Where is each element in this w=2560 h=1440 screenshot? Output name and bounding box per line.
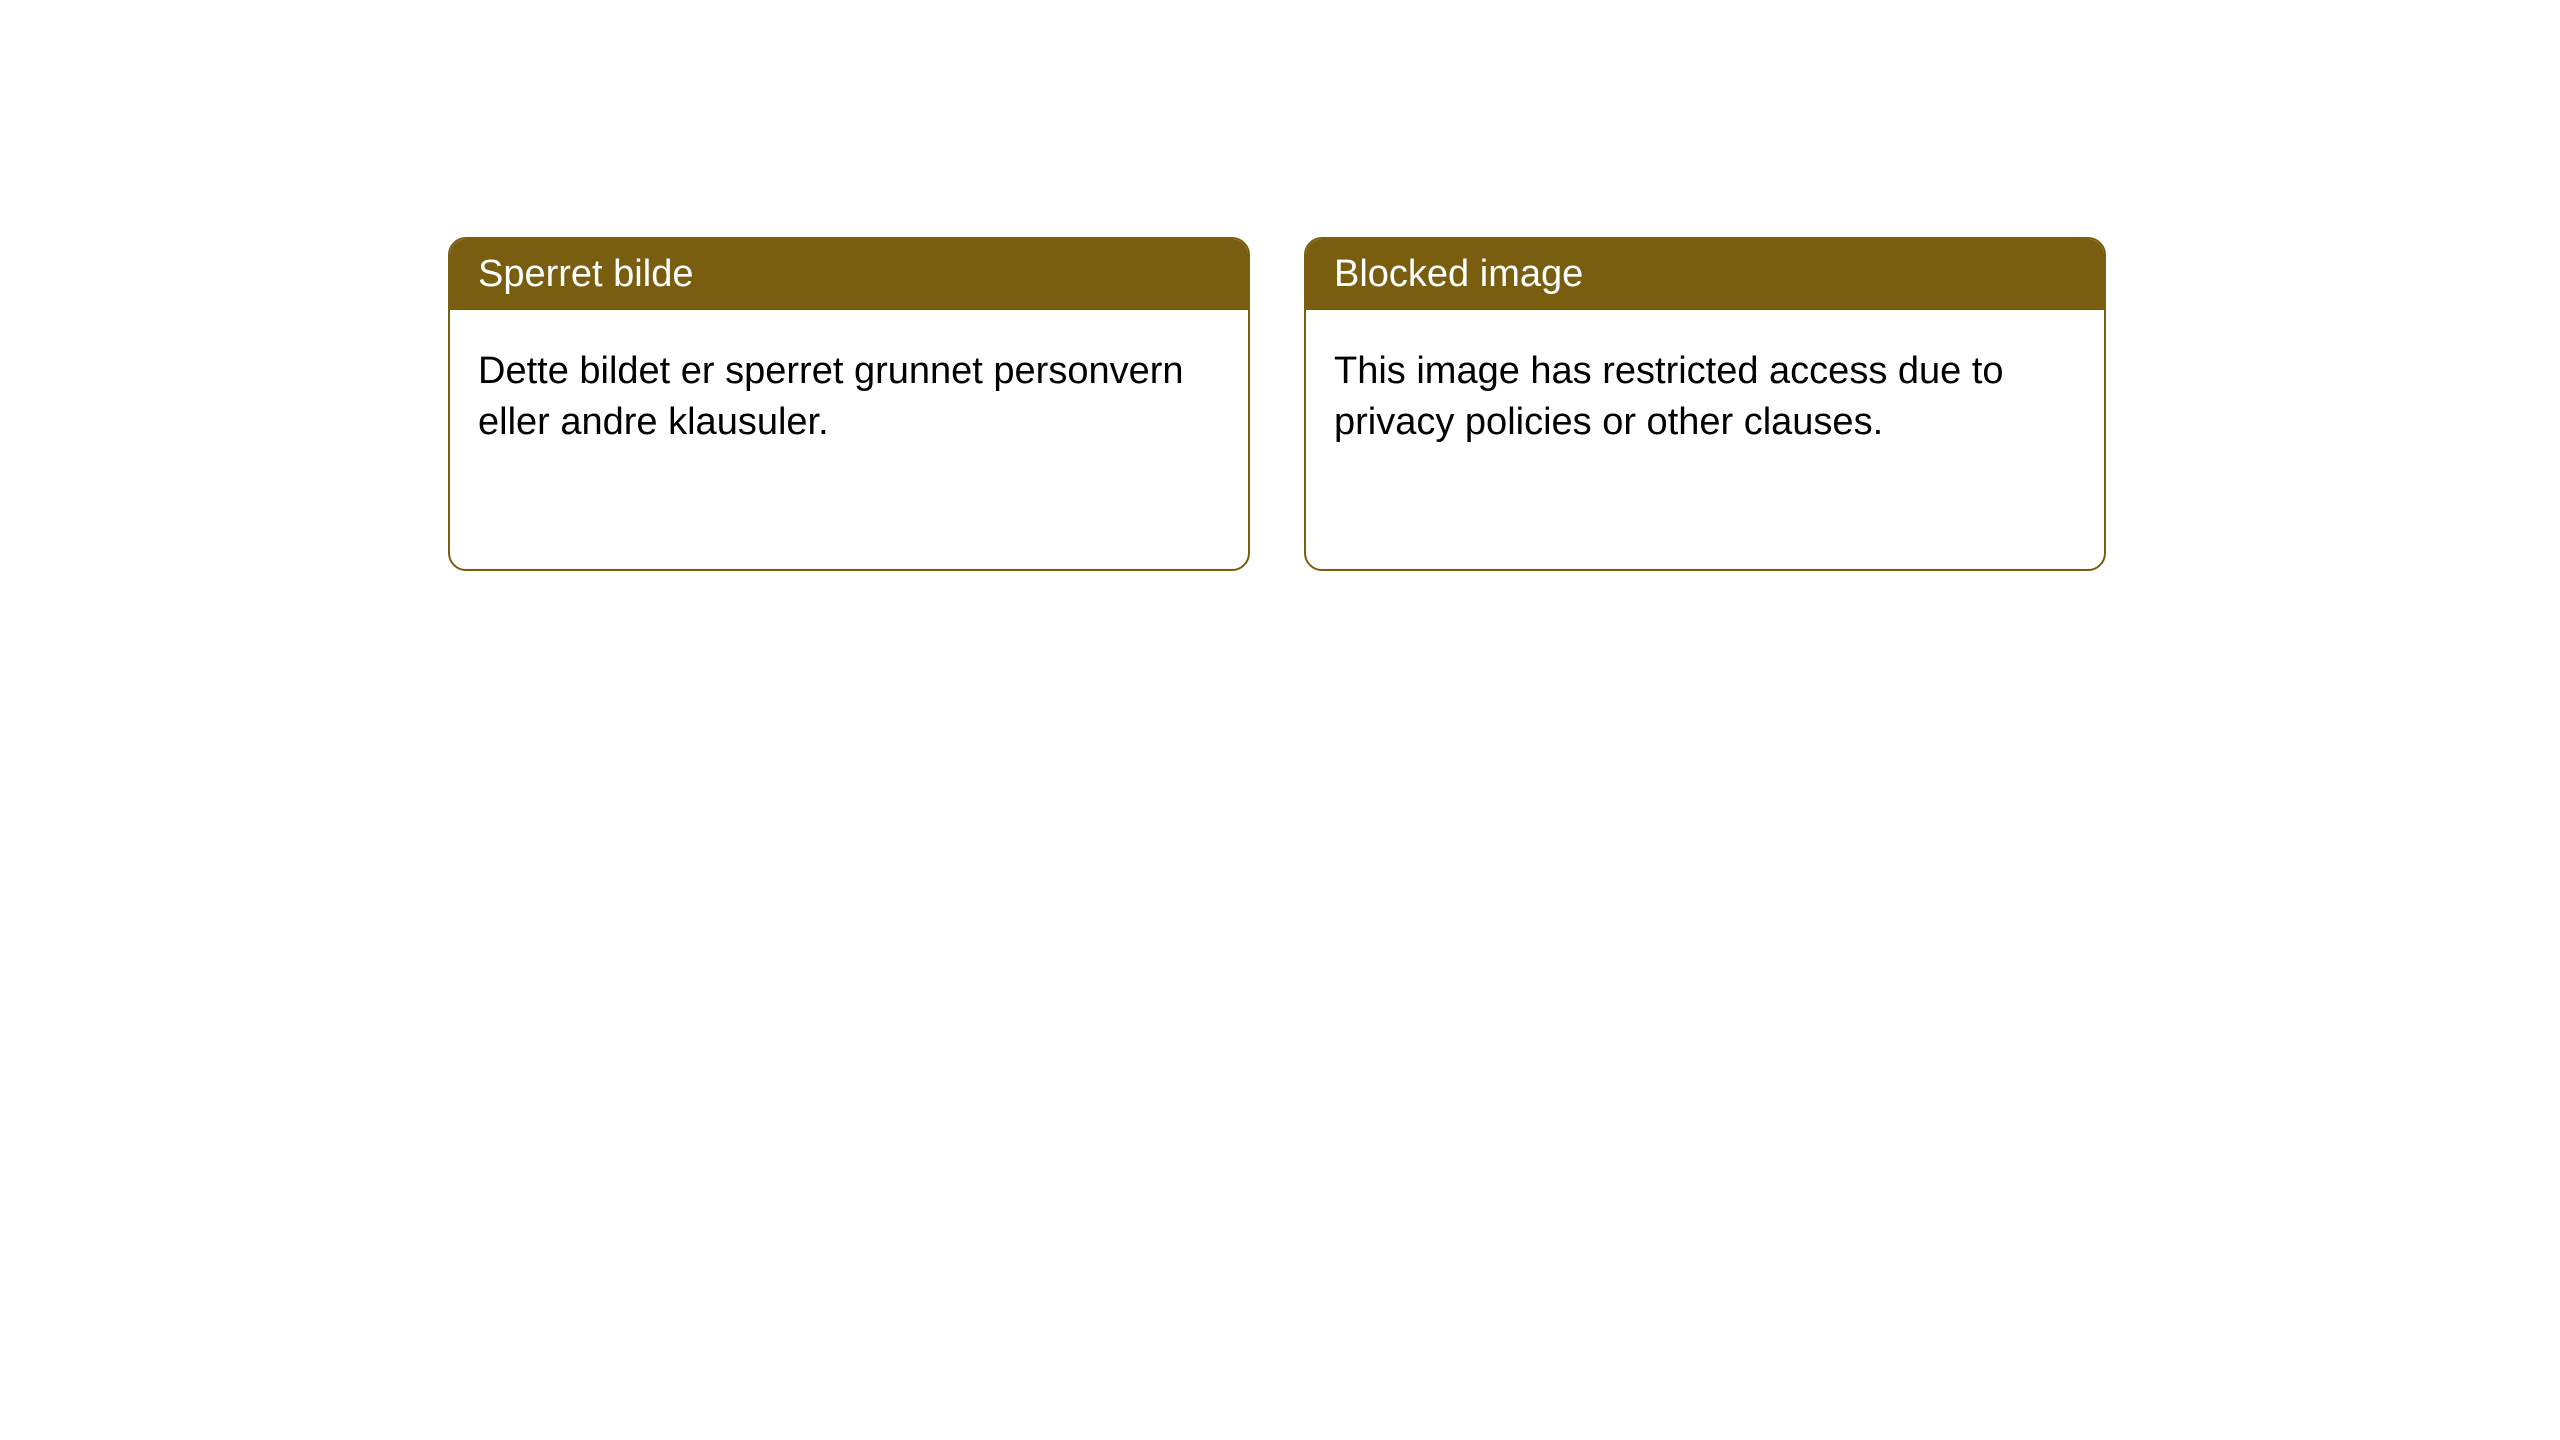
notice-text-english: This image has restricted access due to … [1334, 350, 2004, 443]
notice-card-english: Blocked image This image has restricted … [1304, 237, 2106, 571]
notice-card-norwegian: Sperret bilde Dette bildet er sperret gr… [448, 237, 1250, 571]
notice-header-english: Blocked image [1306, 239, 2104, 310]
notice-body-norwegian: Dette bildet er sperret grunnet personve… [450, 310, 1248, 485]
notice-text-norwegian: Dette bildet er sperret grunnet personve… [478, 350, 1184, 443]
notice-title-english: Blocked image [1334, 253, 1583, 295]
notice-header-norwegian: Sperret bilde [450, 239, 1248, 310]
notice-title-norwegian: Sperret bilde [478, 253, 693, 295]
notice-container: Sperret bilde Dette bildet er sperret gr… [448, 237, 2106, 571]
notice-body-english: This image has restricted access due to … [1306, 310, 2104, 485]
